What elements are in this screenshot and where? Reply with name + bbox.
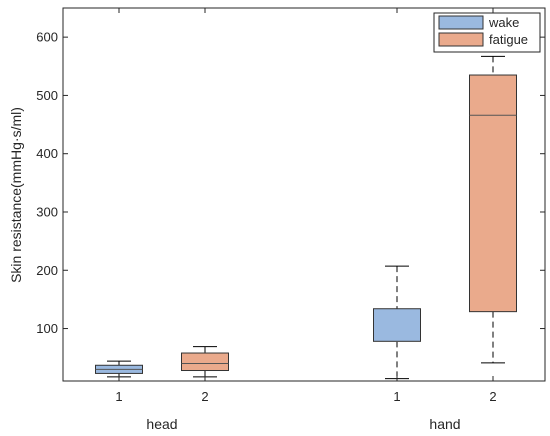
legend-label-fatigue: fatigue <box>489 32 528 47</box>
x-tick-label-hand-1: 1 <box>393 389 400 404</box>
legend-swatch-wake <box>438 15 484 30</box>
group-label-head: head <box>146 416 177 432</box>
y-tick-label-400: 400 <box>36 146 58 161</box>
legend-label-wake: wake <box>488 15 519 30</box>
box-fatigue-head-2 <box>181 352 229 372</box>
y-axis-label: Skin resistance(mmHg·s/ml) <box>8 107 24 283</box>
x-axis-ticks: 1 2 head 1 2 hand <box>115 8 497 432</box>
x-tick-label-head-2: 2 <box>201 389 208 404</box>
y-tick-label-100: 100 <box>36 321 58 336</box>
y-tick-label-600: 600 <box>36 30 58 45</box>
x-tick-label-hand-2: 2 <box>489 389 496 404</box>
y-tick-label-500: 500 <box>36 88 58 103</box>
y-tick-label-300: 300 <box>36 204 58 219</box>
group-label-hand: hand <box>429 416 460 432</box>
legend-swatch-fatigue <box>438 32 484 47</box>
y-axis-ticks: 100 200 300 400 500 600 <box>36 30 545 336</box>
box-fatigue-hand-2 <box>469 74 517 313</box>
x-tick-label-head-1: 1 <box>115 389 122 404</box>
y-tick-label-200: 200 <box>36 263 58 278</box>
plot-area <box>62 7 546 382</box>
legend: wake fatigue <box>433 12 541 53</box>
box-wake-hand-1 <box>373 308 421 342</box>
